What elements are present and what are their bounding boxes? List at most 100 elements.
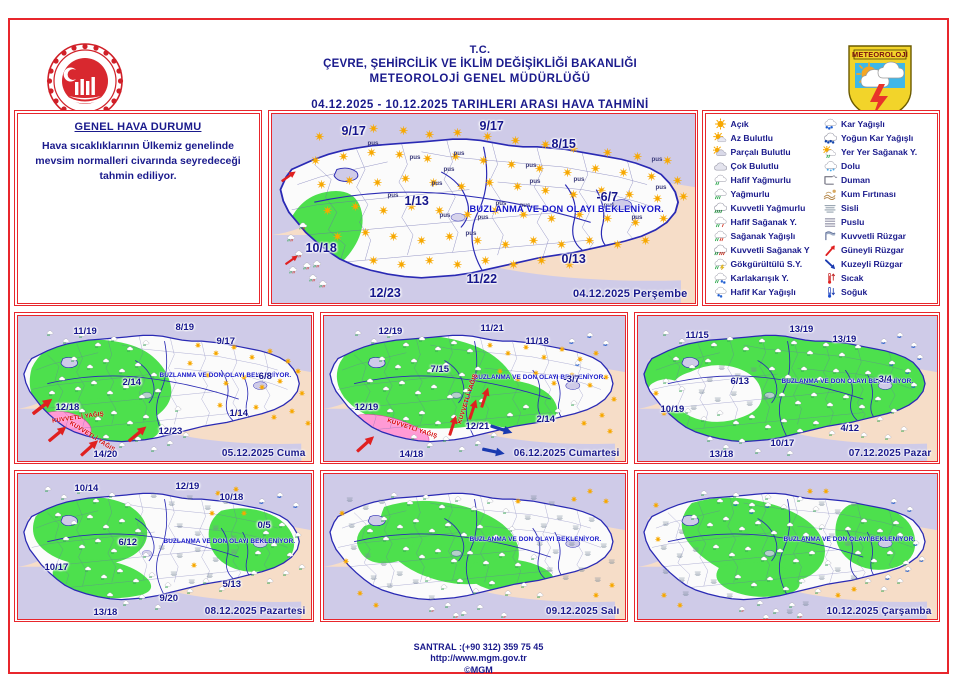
sun-cloud-icon — [712, 146, 728, 158]
snow-icon — [764, 501, 772, 509]
legend-item-cloud: Çok Bulutlu — [713, 159, 824, 173]
sun-icon — [294, 367, 302, 375]
map-date-monday: 08.12.2025 Pazartesi — [204, 605, 306, 617]
rain-icon — [94, 415, 102, 423]
rain-icon — [430, 383, 438, 391]
fog-icon — [364, 552, 372, 559]
rain-icon — [768, 365, 776, 373]
sun-icon — [570, 495, 578, 503]
sun-icon — [240, 509, 248, 517]
sun-icon — [580, 419, 588, 427]
sun-icon — [506, 159, 517, 169]
rain-icon — [776, 547, 784, 555]
rain-icon — [486, 497, 494, 505]
sun-icon — [462, 209, 473, 219]
rain-icon — [876, 415, 884, 423]
legend-item-label: Parçalı Bulutlu — [730, 147, 791, 158]
sun-icon — [518, 209, 529, 219]
sun-icon — [662, 155, 673, 165]
title-ministry: ÇEVRE, ŞEHİRCİLİK VE İKLİM DEĞİŞİKLİĞİ B… — [323, 58, 637, 70]
rain-icon — [158, 423, 166, 431]
sun-icon — [568, 143, 579, 153]
rain-icon — [864, 369, 872, 377]
snow-icon — [586, 331, 594, 339]
fog-icon — [828, 532, 836, 539]
map-panel-saturday[interactable]: 06.12.2025 Cumartesi BUZLANMA VE DON OLA… — [320, 312, 628, 464]
hot-thermometer-icon — [823, 272, 838, 284]
rain-icon — [462, 387, 470, 395]
legend-item-label: Hafif Sağanak Y. — [730, 216, 797, 227]
rain-icon — [154, 603, 162, 611]
temperature-label: 9/17 — [479, 118, 504, 133]
legend-item-label: Yoğun Kar Yağışlı — [841, 133, 914, 144]
map-panel-thursday[interactable]: 04.12.2025 Perşembe pus pus pus pus pus pus pu… — [268, 110, 698, 306]
rain-icon — [458, 371, 466, 379]
rain-icon — [886, 549, 894, 557]
fog-icon — [386, 582, 394, 589]
haze-map-label: pus — [631, 213, 643, 221]
sun-icon — [388, 231, 399, 241]
rain-icon — [466, 423, 474, 431]
rain-icon — [810, 391, 818, 399]
fog-icon — [540, 522, 548, 529]
rain-icon — [386, 407, 394, 415]
rain-icon — [398, 379, 406, 387]
legend-item-label: Kuvvetli Sağanak Y — [730, 244, 810, 255]
temperature-label: 12/21 — [465, 420, 490, 432]
temperature-label: 10/18 — [219, 491, 244, 503]
rain-icon — [118, 517, 126, 525]
fog-icon — [230, 534, 238, 541]
rain-icon — [662, 329, 670, 337]
southerly-wind-arrow-icon — [45, 421, 70, 445]
sun-icon — [590, 163, 601, 173]
fog-icon — [834, 508, 842, 515]
fog-icon — [690, 404, 698, 411]
map-panel-friday[interactable]: 05.12.2025 Cuma BUZLANMA VE DON OLAYI BE… — [14, 312, 314, 464]
snow-icon — [904, 565, 912, 573]
temperature-label: 14/18 — [399, 448, 424, 460]
sun-icon — [514, 375, 522, 383]
map-panel-monday[interactable]: 08.12.2025 Pazartesi BUZLANMA VE DON OLA… — [14, 470, 314, 622]
legend-item-light-rain: Hafif Yağmurlu — [713, 173, 824, 187]
sun-icon — [190, 561, 198, 569]
temperature-label: -3/7 — [563, 373, 580, 385]
sun-icon — [584, 235, 595, 245]
rain-icon — [122, 383, 130, 391]
rain-icon — [722, 443, 730, 451]
legend-item-label: Kuvvetli Rüzgar — [841, 230, 906, 241]
rain-icon — [662, 377, 670, 385]
rain-icon — [426, 367, 434, 375]
sun-icon — [568, 189, 579, 199]
rain-icon — [124, 501, 132, 509]
strong-wind-icon — [823, 230, 838, 242]
rain-icon — [896, 577, 904, 585]
map-panel-wednesday[interactable]: 10.12.2025 Çarşamba BUZLANMA VE DON OLAY… — [634, 470, 940, 622]
sun-icon — [452, 127, 463, 137]
fog-icon — [698, 388, 706, 395]
rain-icon — [554, 407, 562, 415]
haze-icon — [823, 216, 838, 228]
title-block: T.C. ÇEVRE, ŞEHİRCİLİK VE İKLİM DEĞİŞİKL… — [160, 44, 800, 111]
sun-icon — [574, 209, 585, 219]
rain-icon — [780, 503, 788, 511]
rain-icon — [798, 577, 806, 585]
rain-icon — [142, 339, 150, 347]
sun-icon — [602, 213, 613, 223]
sun-icon — [576, 355, 584, 363]
rain-icon — [74, 385, 82, 393]
rain-icon — [672, 355, 680, 363]
rain-icon — [94, 537, 102, 545]
rain-icon — [118, 441, 126, 449]
rain-icon — [844, 525, 852, 533]
legend-item-scattered-shower: Yer Yer Sağanak Y. — [823, 145, 934, 159]
legend-item-light-shower: Hafif Sağanak Y. — [713, 215, 824, 229]
sun-icon — [372, 177, 383, 187]
legend-item-sun-small-cloud: Az Bulutlu — [712, 131, 824, 145]
map-panel-tuesday[interactable]: 09.12.2025 Salı BUZLANMA VE DON OLAYI BE… — [320, 470, 628, 622]
map-panel-sunday[interactable]: 07.12.2025 Pazar BUZLANMA VE DON OLAYI B… — [634, 312, 940, 464]
southerly-wind-arrow-icon — [279, 167, 298, 184]
sun-icon — [288, 407, 296, 415]
temperature-label: 11/22 — [466, 271, 498, 286]
sun-icon — [586, 381, 594, 389]
rain-icon — [410, 433, 418, 441]
